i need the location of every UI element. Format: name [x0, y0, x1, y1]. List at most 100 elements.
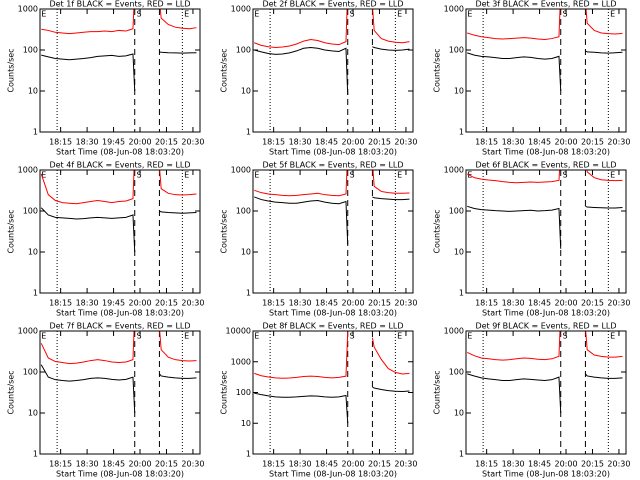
y-tick-label: 1 [459, 450, 464, 459]
y-tick-label: 10 [454, 87, 464, 96]
y-tick-label: 10 [28, 87, 38, 96]
y-axis-label: Counts/sec [433, 48, 442, 92]
annotation: E [610, 10, 615, 19]
y-tick-label: 1000 [231, 357, 251, 366]
x-tick-label: 18:45 [528, 460, 551, 469]
annotation: E [184, 332, 189, 341]
plot-frame [252, 330, 414, 455]
y-tick-label: 10 [28, 248, 38, 257]
panel-title: Det 6f BLACK = Events, RED = LLD [475, 161, 616, 170]
x-axis-label: Start Time (08-Jun-08 18:03:20) [482, 470, 610, 479]
x-tick-label: 20:00 [341, 299, 364, 308]
x-tick-label: 18:45 [528, 138, 551, 147]
panel-title: Det 1f BLACK = Events, RED = LLD [49, 0, 190, 9]
y-tick-label: 10 [241, 419, 251, 428]
series-line [40, 207, 197, 253]
panel-title: Det 7f BLACK = Events, RED = LLD [49, 322, 190, 331]
plot-frame [39, 330, 201, 455]
y-axis-label: Counts/sec [433, 370, 442, 414]
annotation: E [467, 332, 472, 341]
series-line [467, 50, 623, 92]
series-line [254, 332, 410, 379]
x-tick-label: 20:00 [128, 299, 151, 308]
series-line [467, 373, 623, 414]
x-tick-label: 20:15 [368, 460, 391, 469]
y-tick-label: 1 [246, 289, 251, 298]
series-line [41, 9, 197, 35]
y-tick-label: 1000 [444, 327, 464, 336]
y-axis-label: Counts/sec [220, 370, 229, 414]
annotation: E [41, 10, 46, 19]
y-tick-label: 1000 [18, 5, 38, 14]
x-tick-label: 18:30 [76, 299, 99, 308]
y-tick-label: 1000 [231, 166, 251, 175]
series-line [254, 46, 410, 95]
x-tick-label: 20:30 [607, 138, 630, 147]
x-tick-label: 20:15 [581, 460, 604, 469]
y-axis-label: Counts/sec [220, 209, 229, 253]
x-tick-label: 20:00 [554, 299, 577, 308]
x-tick-label: 18:30 [76, 138, 99, 147]
y-tick-label: 100 [23, 46, 38, 55]
x-tick-label: 18:15 [262, 138, 285, 147]
x-tick-label: 18:45 [102, 460, 125, 469]
y-tick-label: 1000 [444, 166, 464, 175]
y-tick-label: 100 [449, 207, 464, 216]
x-tick-label: 20:15 [581, 299, 604, 308]
series-line [467, 9, 623, 41]
y-axis-label: Counts/sec [7, 209, 16, 253]
annotation: E [184, 10, 189, 19]
x-tick-label: 20:00 [554, 460, 577, 469]
x-tick-label: 18:45 [315, 138, 338, 147]
annotation: S [349, 10, 354, 19]
annotation: E [254, 332, 259, 341]
y-tick-label: 100 [449, 46, 464, 55]
y-tick-label: 10 [241, 248, 251, 257]
x-tick-label: 20:15 [368, 299, 391, 308]
plot-frame [39, 169, 201, 294]
annotation: S [136, 332, 141, 341]
x-tick-label: 18:45 [315, 460, 338, 469]
y-axis-label: Counts/sec [7, 370, 16, 414]
y-tick-label: 1 [246, 128, 251, 137]
x-tick-label: 19:45 [102, 299, 125, 308]
panel-title: Det 4f BLACK = Events, RED = LLD [49, 161, 190, 170]
y-tick-label: 100 [236, 388, 251, 397]
y-tick-label: 10 [454, 409, 464, 418]
x-tick-label: 18:30 [502, 299, 525, 308]
x-axis-label: Start Time (08-Jun-08 18:03:20) [482, 148, 610, 157]
series-line [40, 331, 197, 365]
x-axis-label: Start Time (08-Jun-08 18:03:20) [56, 309, 184, 318]
annotation: E [467, 10, 472, 19]
y-tick-label: 1000 [444, 5, 464, 14]
y-tick-label: 100 [449, 368, 464, 377]
x-tick-label: 18:15 [49, 138, 72, 147]
y-tick-label: 100 [236, 46, 251, 55]
x-tick-label: 18:45 [528, 299, 551, 308]
series-line [254, 9, 410, 49]
annotation: S [136, 171, 141, 180]
panel-title: Det 2f BLACK = Events, RED = LLD [262, 0, 403, 9]
series-line [467, 205, 623, 249]
x-tick-label: 20:30 [394, 460, 417, 469]
x-tick-label: 18:15 [49, 299, 72, 308]
annotation: E [254, 171, 259, 180]
x-tick-label: 20:00 [341, 138, 364, 147]
x-tick-label: 20:00 [554, 138, 577, 147]
y-axis-label: Counts/sec [7, 48, 16, 92]
x-axis-label: Start Time (08-Jun-08 18:03:20) [269, 470, 397, 479]
y-tick-label: 100 [236, 207, 251, 216]
plot-frame [252, 169, 414, 294]
y-tick-label: 1000 [18, 327, 38, 336]
annotation: S [136, 10, 141, 19]
y-tick-label: 1 [459, 289, 464, 298]
y-tick-label: 1000 [18, 166, 38, 175]
x-axis-label: Start Time (08-Jun-08 18:03:20) [269, 309, 397, 318]
x-tick-label: 20:30 [181, 299, 204, 308]
y-tick-label: 10 [241, 87, 251, 96]
